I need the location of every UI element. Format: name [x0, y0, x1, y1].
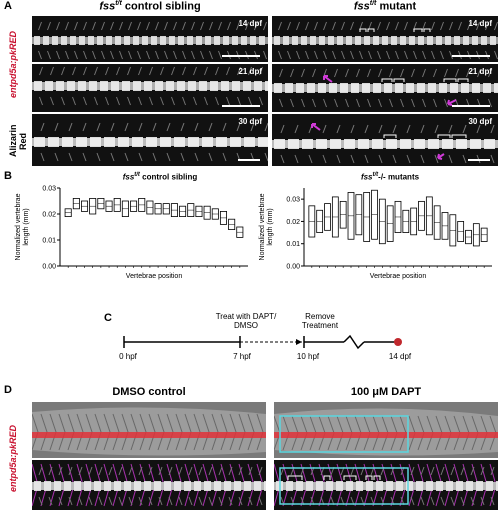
tick-0hpf: 0 hpf: [119, 352, 137, 361]
y-axis-label: Normalized vertebraelength (mm): [15, 193, 30, 260]
tick-14dpf: 14 dpf: [388, 352, 412, 361]
panel-c-letter: C: [104, 312, 112, 324]
y-axis-label: Normalized vertebraelength (mm): [259, 193, 274, 260]
panel-a-letter: A: [4, 0, 12, 12]
panel-b-left-plot: 0.00 0.01 0.02 0.03 Vertebrae position Normal…: [15, 186, 248, 280]
panel-d-left-title: DMSO control: [112, 386, 186, 398]
panel-a-left-title: fsst/t control sibling: [99, 0, 201, 13]
image-a-control-14dpf: 14 dpf: [32, 16, 268, 62]
panel-d-right-title: 100 μM DAPT: [350, 386, 422, 398]
y-tick-label: 0.03: [42, 186, 56, 193]
image-d-dapt-brightfield: [274, 402, 498, 458]
timeline: [123, 334, 402, 350]
image-d-dmso-fluorescence: [32, 460, 266, 510]
image-d-dmso-brightfield: [32, 402, 266, 458]
label-treat: Treat with DAPT/DMSO: [215, 312, 277, 330]
tick-10hpf: 10 hpf: [296, 352, 320, 361]
panel-b-right-plot: 0.00 0.01 0.02 0.03 Vertebrae position Normal…: [259, 188, 492, 280]
panel-a-right-title: fsst/t mutant: [353, 0, 417, 13]
tick-7hpf: 7 hpf: [233, 352, 251, 361]
y-tick-label: 0.02: [286, 219, 300, 226]
y-tick-label: 0.01: [42, 238, 56, 245]
panel-d-row-label: entpd5a:pkRED: [8, 424, 18, 492]
panel-b-left-title: fsst/t control sibling: [122, 172, 198, 182]
image-a-mutant-14dpf: 14 dpf: [272, 16, 498, 62]
panel-d-letter: D: [4, 384, 12, 396]
y-tick-label: 0.00: [286, 264, 300, 271]
row-label-entpd5a: entpd5a:pkRED: [8, 30, 18, 98]
y-tick-label: 0.01: [286, 241, 300, 248]
endpoint-marker: [394, 338, 402, 346]
panel-b-letter: B: [4, 170, 12, 182]
x-axis-label: Vertebrae position: [126, 273, 183, 280]
image-a-mutant-21dpf: 21 dpf: [272, 64, 498, 112]
panel-b-right-title: fsst/t-/- mutants: [360, 172, 420, 182]
y-tick-label: 0.02: [42, 212, 56, 219]
image-a-control-21dpf: 21 dpf: [32, 64, 268, 112]
image-a-mutant-30dpf: 30 dpf: [272, 114, 498, 166]
row-label-alizarin: Alizarin Red: [8, 124, 28, 158]
image-d-dapt-fluorescence: [274, 460, 498, 510]
image-a-control-30dpf: 30 dpf: [32, 114, 268, 166]
label-remove: Remove Treatment: [301, 312, 339, 330]
x-axis-label: Vertebrae position: [370, 273, 427, 280]
y-tick-label: 0.00: [42, 264, 56, 271]
y-tick-label: 0.03: [286, 197, 300, 204]
